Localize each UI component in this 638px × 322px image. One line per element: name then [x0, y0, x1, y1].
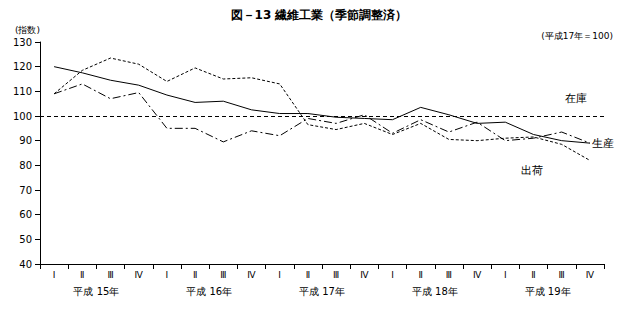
svg-text:(指数): (指数)	[15, 25, 40, 35]
svg-text:平成 18年: 平成 18年	[412, 286, 458, 297]
svg-text:60: 60	[19, 209, 32, 220]
svg-text:110: 110	[13, 86, 32, 97]
svg-text:Ⅳ: Ⅳ	[135, 270, 144, 280]
svg-text:Ⅳ: Ⅳ	[360, 270, 369, 280]
svg-text:Ⅳ: Ⅳ	[473, 270, 482, 280]
svg-text:平成 15年: 平成 15年	[73, 286, 119, 297]
svg-text:130: 130	[13, 37, 32, 48]
svg-text:Ⅲ: Ⅲ	[446, 270, 452, 280]
svg-text:120: 120	[13, 61, 32, 72]
svg-text:Ⅰ: Ⅰ	[166, 270, 169, 280]
svg-text:Ⅲ: Ⅲ	[220, 270, 226, 280]
svg-text:平成 16年: 平成 16年	[186, 286, 232, 297]
svg-text:Ⅰ: Ⅰ	[504, 270, 507, 280]
svg-text:Ⅳ: Ⅳ	[586, 270, 595, 280]
svg-text:平成 19年: 平成 19年	[525, 286, 571, 297]
svg-text:Ⅱ: Ⅱ	[193, 270, 197, 280]
svg-text:在庫: 在庫	[565, 92, 587, 105]
svg-text:平成 17年: 平成 17年	[299, 286, 345, 297]
svg-text:Ⅰ: Ⅰ	[53, 270, 56, 280]
svg-text:50: 50	[19, 234, 32, 245]
svg-text:出荷: 出荷	[521, 164, 543, 177]
svg-text:Ⅲ: Ⅲ	[107, 270, 113, 280]
svg-text:Ⅳ: Ⅳ	[247, 270, 256, 280]
svg-text:Ⅱ: Ⅱ	[418, 270, 422, 280]
svg-text:Ⅰ: Ⅰ	[391, 270, 394, 280]
svg-text:生産: 生産	[592, 137, 614, 150]
svg-text:80: 80	[19, 160, 32, 171]
svg-text:40: 40	[19, 259, 32, 270]
svg-text:Ⅱ: Ⅱ	[80, 270, 84, 280]
svg-text:図－13 繊維工業（季節調整済）: 図－13 繊維工業（季節調整済）	[231, 8, 408, 22]
svg-text:100: 100	[13, 111, 32, 122]
svg-text:Ⅰ: Ⅰ	[278, 270, 281, 280]
svg-text:Ⅱ: Ⅱ	[531, 270, 535, 280]
svg-text:(平成17年＝100): (平成17年＝100)	[541, 31, 613, 41]
svg-text:Ⅱ: Ⅱ	[306, 270, 310, 280]
svg-text:Ⅲ: Ⅲ	[333, 270, 339, 280]
svg-text:90: 90	[19, 135, 32, 146]
svg-text:70: 70	[19, 185, 32, 196]
svg-text:Ⅲ: Ⅲ	[559, 270, 565, 280]
